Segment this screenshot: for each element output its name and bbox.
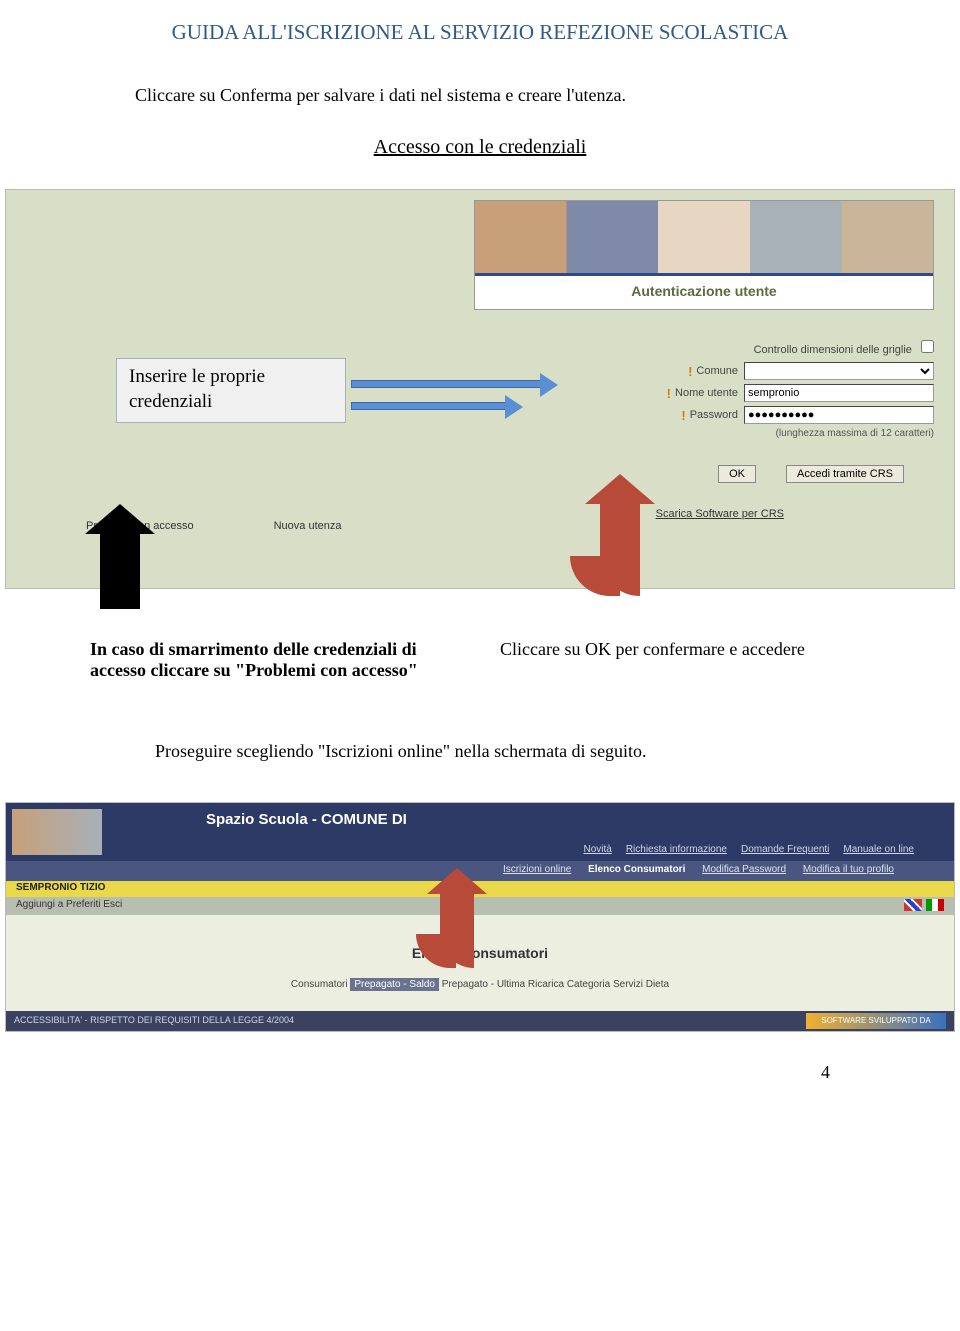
portal-footer: ACCESSIBILITA' - RISPETTO DEI REQUISITI … <box>6 1011 954 1031</box>
arrow-iscrizioni <box>416 878 486 968</box>
ok-button[interactable]: OK <box>718 465 756 483</box>
comune-label: Comune <box>696 365 738 377</box>
portal-top-links: Novità Richiesta informazione Domande Fr… <box>583 844 914 855</box>
toplink-novita[interactable]: Novità <box>583 844 611 855</box>
portal-screenshot: Spazio Scuola - COMUNE DI Novità Richies… <box>5 802 955 1032</box>
auth-heading: Autenticazione utente <box>475 276 933 299</box>
toplink-manuale[interactable]: Manuale on line <box>843 844 914 855</box>
password-input[interactable] <box>744 406 934 424</box>
warn-icon: ! <box>688 364 692 379</box>
flag-it-icon[interactable] <box>926 899 944 911</box>
software-badge: SOFTWARE SVILUPPATO DA <box>806 1013 946 1029</box>
midlink-password[interactable]: Modifica Password <box>702 864 786 875</box>
banner: Autenticazione utente <box>474 200 934 310</box>
login-screenshot: Autenticazione utente Inserire le propri… <box>5 189 955 589</box>
annotation-smarrimento: In caso di smarrimento delle credenziali… <box>90 639 420 681</box>
portal-title: Spazio Scuola - COMUNE DI <box>206 811 407 828</box>
callout-credentials: Inserire le proprie credenziali <box>116 358 346 423</box>
portal-tabs: Consumatori Prepagato - Saldo Prepagato … <box>6 979 954 990</box>
arrow-problemi <box>100 534 140 609</box>
crs-button[interactable]: Accedi tramite CRS <box>786 465 904 483</box>
gray-links[interactable]: Aggiungi a Preferiti Esci <box>16 899 122 910</box>
intro-text: Cliccare su Conferma per salvare i dati … <box>0 85 960 136</box>
proseguire-text: Proseguire scegliendo "Iscrizioni online… <box>0 731 960 802</box>
midlink-iscrizioni[interactable]: Iscrizioni online <box>503 864 571 875</box>
grid-checkbox[interactable] <box>921 340 934 353</box>
tab-prepagato[interactable]: Prepagato - Saldo <box>350 978 439 991</box>
username-input[interactable] <box>744 384 934 402</box>
pass-note: (lunghezza massima di 12 caratteri) <box>464 428 934 439</box>
warn-icon: ! <box>681 408 685 423</box>
section-title: Accesso con le credenziali <box>0 136 960 189</box>
banner-image <box>475 201 933 276</box>
user-label: Nome utente <box>675 387 738 399</box>
comune-select[interactable] <box>744 362 934 380</box>
toplink-faq[interactable]: Domande Frequenti <box>741 844 829 855</box>
flag-uk-icon[interactable] <box>904 899 922 911</box>
login-form: Controllo dimensioni delle griglie ! Com… <box>464 340 934 439</box>
annotation-ok: Cliccare su OK per confermare e accedere <box>500 639 900 681</box>
page-number: 4 <box>0 1032 960 1083</box>
warn-icon: ! <box>667 386 671 401</box>
grid-check-label: Controllo dimensioni delle griglie <box>754 344 912 356</box>
portal-banner-image <box>12 809 102 855</box>
midlink-profilo[interactable]: Modifica il tuo profilo <box>803 864 894 875</box>
nuova-utenza-link[interactable]: Nuova utenza <box>274 520 342 532</box>
toplink-richiesta[interactable]: Richiesta informazione <box>626 844 727 855</box>
pass-label: Password <box>690 409 738 421</box>
page-title: GUIDA ALL'ISCRIZIONE AL SERVIZIO REFEZIO… <box>0 10 960 85</box>
midlink-elenco[interactable]: Elenco Consumatori <box>588 864 685 875</box>
arrow-ok <box>570 486 650 596</box>
crs-download-link[interactable]: Scarica Software per CRS <box>656 508 784 520</box>
